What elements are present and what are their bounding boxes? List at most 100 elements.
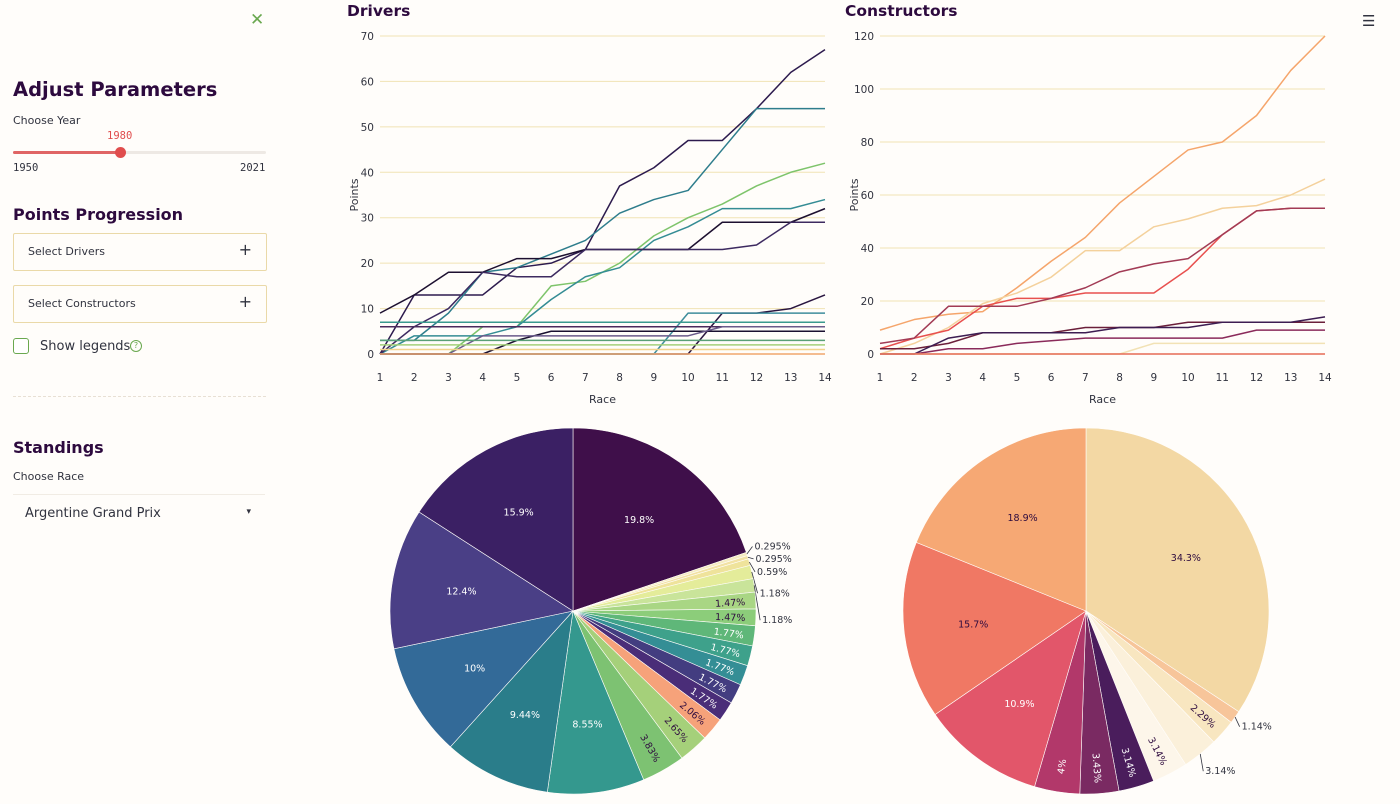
constructors-title: Constructors (845, 2, 958, 20)
x-tick-label: 4 (979, 372, 986, 384)
label-leader-line (753, 585, 761, 621)
y-tick-label: 40 (861, 243, 874, 255)
series-line[interactable] (380, 107, 825, 342)
y-axis-label: Points (348, 178, 361, 211)
pie-slice[interactable] (418, 427, 574, 612)
sidebar-heading: Adjust Parameters (13, 78, 218, 101)
y-tick-label: 40 (361, 167, 374, 179)
constructors-pie-chart[interactable]: 34.3%1.14%2.29%3.14%3.14%3.14%3.43%4%10.… (890, 420, 1290, 804)
x-tick-label: 6 (548, 372, 555, 384)
x-tick-label: 10 (681, 372, 694, 384)
x-tick-label: 11 (1216, 372, 1229, 384)
y-tick-label: 0 (367, 349, 374, 361)
x-tick-label: 6 (1048, 372, 1055, 384)
series-line[interactable] (879, 207, 1325, 345)
year-slider-thumb[interactable] (114, 147, 126, 158)
x-tick-label: 7 (582, 372, 589, 384)
y-tick-label: 70 (361, 31, 374, 43)
pie-slice[interactable] (393, 610, 574, 748)
slice-label: 1.18% (760, 588, 790, 599)
x-tick-label: 5 (514, 372, 521, 384)
plus-icon: + (238, 292, 252, 311)
y-tick-label: 20 (861, 296, 874, 308)
year-slider-value: 1980 (107, 130, 133, 142)
race-label: Choose Race (13, 470, 85, 483)
pie-slice[interactable] (915, 427, 1087, 612)
points-progression-heading: Points Progression (13, 205, 184, 224)
y-tick-label: 0 (867, 349, 874, 361)
slice-label: 34.3% (1171, 553, 1201, 564)
series-line[interactable] (880, 316, 1326, 355)
x-tick-label: 4 (479, 372, 486, 384)
series-line[interactable] (880, 321, 1325, 350)
x-tick-label: 12 (1250, 372, 1263, 384)
pie-slice[interactable] (1085, 427, 1270, 713)
series-line[interactable] (379, 221, 825, 355)
divider (13, 396, 266, 397)
slice-label: 10% (464, 664, 485, 675)
y-tick-label: 120 (854, 31, 874, 43)
slice-label: 1.47% (715, 597, 746, 610)
show-legends-label: Show legends (40, 339, 131, 354)
pie-slice[interactable] (572, 427, 747, 612)
slice-label: 12.4% (446, 587, 476, 598)
x-tick-label: 3 (445, 372, 452, 384)
series-line[interactable] (879, 178, 1326, 355)
show-legends-checkbox[interactable] (13, 338, 29, 354)
series-line[interactable] (380, 330, 825, 355)
y-tick-label: 20 (361, 258, 374, 270)
slice-label: 19.8% (624, 515, 654, 526)
series-line[interactable] (380, 162, 826, 355)
x-tick-label: 8 (616, 372, 623, 384)
close-icon[interactable]: ✕ (250, 10, 265, 30)
y-tick-label: 50 (361, 122, 374, 134)
y-tick-label: 80 (861, 137, 874, 149)
menu-icon[interactable]: ☰ (1362, 12, 1376, 30)
pie-slice[interactable] (934, 610, 1087, 787)
label-leader-line (748, 561, 756, 573)
slice-label: 3.43% (1090, 753, 1103, 784)
year-slider[interactable] (13, 147, 266, 158)
slice-label: 10.9% (1004, 699, 1034, 710)
slice-label: 0.295% (756, 554, 792, 565)
series-line[interactable] (879, 35, 1326, 331)
pie-slice[interactable] (902, 542, 1087, 715)
pie-slice[interactable] (449, 610, 574, 793)
x-tick-label: 14 (1318, 372, 1332, 384)
series-line[interactable] (379, 198, 826, 355)
select-constructors-expander[interactable]: Select Constructors + (13, 285, 267, 323)
series-line[interactable] (380, 312, 825, 355)
y-tick-label: 60 (361, 76, 374, 88)
help-icon[interactable]: ? (130, 340, 142, 352)
slice-label: 1.14% (1242, 722, 1272, 733)
year-slider-min: 1950 (13, 162, 39, 174)
label-leader-line (1234, 716, 1240, 727)
sidebar: ✕ Adjust Parameters Choose Year 1980 195… (0, 0, 282, 804)
x-axis-label: Race (1089, 393, 1116, 406)
label-leader-line (746, 546, 753, 555)
series-line[interactable] (880, 329, 1325, 355)
slice-label: 0.59% (757, 567, 787, 578)
select-drivers-expander[interactable]: Select Drivers + (13, 233, 267, 271)
drivers-pie-chart[interactable]: 19.8% 0.295% 0.295% 0.59% 1.18% 1.18% 1.47% 1.4… (380, 420, 800, 804)
x-tick-label: 9 (651, 372, 658, 384)
series-line[interactable] (379, 207, 826, 314)
slice-label: 1.77% (713, 626, 744, 641)
pie-slice[interactable] (546, 609, 645, 795)
race-select[interactable]: Argentine Grand Prix ▾ (13, 494, 265, 531)
year-slider-fill (13, 151, 120, 154)
plus-icon: + (238, 240, 252, 259)
slice-label: 4% (1056, 758, 1069, 775)
series-line[interactable] (380, 325, 825, 355)
slice-label: 18.9% (1007, 513, 1037, 524)
year-label: Choose Year (13, 114, 81, 127)
pie-slice[interactable] (389, 511, 574, 650)
slice-label: 1.18% (762, 615, 792, 626)
y-tick-label: 60 (861, 190, 874, 202)
series-line[interactable] (379, 49, 826, 355)
slice-label: 15.9% (504, 507, 534, 518)
x-axis-label: Race (589, 393, 616, 406)
x-tick-label: 1 (377, 372, 384, 384)
